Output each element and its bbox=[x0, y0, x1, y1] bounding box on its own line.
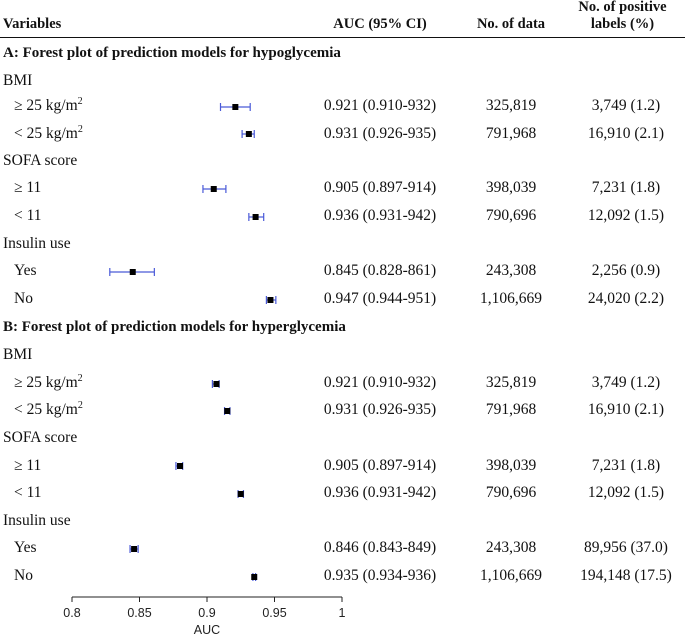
group-bmi-b: BMI bbox=[3, 346, 33, 363]
row-label: No bbox=[14, 290, 33, 307]
row-label: Yes bbox=[14, 262, 37, 279]
row-label: No bbox=[14, 567, 33, 584]
row-n: 790,696 bbox=[485, 207, 537, 224]
row-label: ≥ 25 kg/m2 bbox=[14, 96, 83, 115]
row-label: < 11 bbox=[14, 207, 42, 224]
row-n: 398,039 bbox=[485, 179, 537, 196]
point-estimate bbox=[131, 546, 138, 552]
row-n: 398,039 bbox=[485, 457, 537, 474]
section-title-b: B: Forest plot of prediction models for … bbox=[3, 319, 346, 335]
point-estimate bbox=[129, 269, 136, 275]
row-auc: 0.936 (0.931-942) bbox=[323, 484, 437, 501]
x-axis-label: AUC bbox=[194, 623, 220, 637]
row-pos: 12,092 (1.5) bbox=[587, 484, 665, 501]
row-auc: 0.936 (0.931-942) bbox=[323, 207, 437, 224]
header-rule bbox=[0, 37, 685, 38]
header-positive-2: labels (%) bbox=[590, 16, 655, 32]
header-variables: Variables bbox=[3, 16, 62, 32]
row-pos: 3,749 (1.2) bbox=[591, 97, 661, 114]
row-label: ≥ 11 bbox=[14, 457, 42, 474]
group-insulin-b: Insulin use bbox=[3, 512, 71, 529]
row-auc: 0.921 (0.910-932) bbox=[323, 97, 437, 114]
point-estimate bbox=[177, 463, 183, 469]
point-estimate bbox=[213, 381, 220, 387]
row-auc: 0.931 (0.926-935) bbox=[323, 125, 437, 142]
row-auc: 0.921 (0.910-932) bbox=[323, 374, 437, 391]
row-n: 325,819 bbox=[485, 97, 537, 114]
x-tick-label: 1 bbox=[339, 606, 346, 620]
point-estimate bbox=[224, 408, 231, 414]
section-title-a: A: Forest plot of prediction models for … bbox=[3, 45, 341, 61]
row-n: 1,106,669 bbox=[480, 290, 542, 307]
row-pos: 7,231 (1.8) bbox=[591, 457, 661, 474]
group-insulin-a: Insulin use bbox=[3, 235, 71, 252]
row-n: 243,308 bbox=[485, 262, 537, 279]
group-bmi-a: BMI bbox=[3, 72, 33, 89]
row-auc: 0.905 (0.897-914) bbox=[323, 457, 437, 474]
group-sofa-b: SOFA score bbox=[3, 429, 78, 446]
x-tick-label: 0.95 bbox=[262, 606, 286, 620]
row-auc: 0.935 (0.934-936) bbox=[323, 567, 437, 584]
point-estimate bbox=[237, 491, 244, 497]
row-pos: 89,956 (37.0) bbox=[584, 539, 668, 556]
row-n: 791,968 bbox=[485, 401, 537, 418]
point-estimate bbox=[232, 104, 239, 110]
row-n: 791,968 bbox=[485, 125, 537, 142]
group-sofa-a: SOFA score bbox=[3, 152, 78, 169]
row-n: 1,106,669 bbox=[480, 567, 542, 584]
x-tick-label: 0.9 bbox=[198, 606, 215, 620]
row-pos: 2,256 (0.9) bbox=[591, 262, 661, 279]
x-tick-label: 0.85 bbox=[127, 606, 151, 620]
header-auc: AUC (95% CI) bbox=[333, 16, 427, 32]
row-pos: 7,231 (1.8) bbox=[591, 179, 661, 196]
row-auc: 0.846 (0.843-849) bbox=[323, 539, 437, 556]
row-label: < 25 kg/m2 bbox=[14, 124, 83, 143]
point-estimate bbox=[267, 297, 274, 303]
row-auc: 0.905 (0.897-914) bbox=[323, 179, 437, 196]
x-tick-label: 0.8 bbox=[63, 606, 80, 620]
row-n: 243,308 bbox=[485, 539, 537, 556]
point-estimate bbox=[252, 214, 259, 220]
row-label: ≥ 11 bbox=[14, 179, 42, 196]
row-auc: 0.947 (0.944-951) bbox=[323, 290, 437, 307]
row-label: Yes bbox=[14, 539, 37, 556]
row-pos: 194,148 (17.5) bbox=[580, 567, 672, 584]
row-pos: 12,092 (1.5) bbox=[587, 207, 665, 224]
row-label: < 11 bbox=[14, 484, 42, 501]
row-pos: 24,020 (2.2) bbox=[587, 290, 665, 307]
row-pos: 3,749 (1.2) bbox=[591, 374, 661, 391]
row-auc: 0.931 (0.926-935) bbox=[323, 401, 437, 418]
point-estimate bbox=[251, 574, 258, 580]
header-positive-1: No. of positive bbox=[578, 0, 667, 15]
row-label: < 25 kg/m2 bbox=[14, 400, 83, 419]
point-estimate bbox=[245, 131, 252, 137]
point-estimate bbox=[210, 186, 217, 192]
row-pos: 16,910 (2.1) bbox=[587, 401, 665, 418]
row-label: ≥ 25 kg/m2 bbox=[14, 373, 83, 392]
row-n: 325,819 bbox=[485, 374, 537, 391]
header-n-data: No. of data bbox=[476, 16, 546, 32]
row-auc: 0.845 (0.828-861) bbox=[323, 262, 437, 279]
row-pos: 16,910 (2.1) bbox=[587, 125, 665, 142]
row-n: 790,696 bbox=[485, 484, 537, 501]
